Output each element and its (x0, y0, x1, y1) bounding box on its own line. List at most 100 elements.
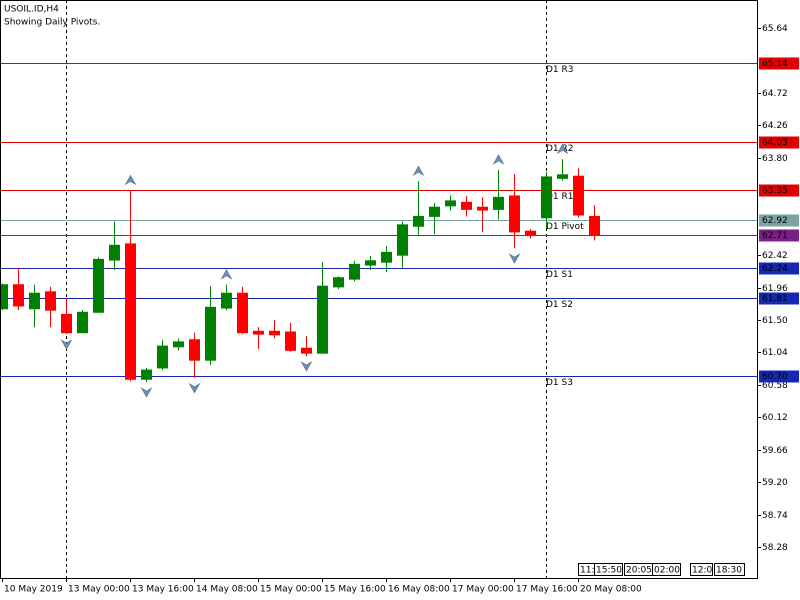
fractal-down (140, 387, 153, 398)
y-tick-label: 61.04 (762, 348, 788, 358)
candle-body (541, 176, 552, 219)
pivot-tag (759, 214, 799, 227)
fractal-down (508, 253, 521, 264)
candle-body (333, 277, 344, 288)
x-tick-label: 13 May 00:00 (68, 585, 130, 595)
candle-body (173, 341, 184, 348)
pivot-name: D1 R1 (546, 192, 574, 202)
fractal-up (220, 269, 233, 280)
time-box-label: 11: (580, 566, 594, 576)
time-box-label: 18:30 (716, 566, 742, 576)
candle-body (445, 200, 456, 207)
indicator-note: Showing Daily Pivots. (4, 18, 100, 28)
pivot-tag (759, 57, 799, 70)
symbol-title: USOIL.ID,H4 (4, 5, 59, 15)
pivot-name: D1 S1 (546, 270, 573, 280)
y-tick-label: 64.26 (762, 121, 788, 131)
time-box-label: 12:0 (692, 566, 712, 576)
pivot-name: D1 Pivot (546, 222, 584, 232)
candle-body (45, 291, 56, 311)
candle-body (125, 243, 136, 380)
y-tick-label: 61.50 (762, 316, 788, 326)
time-box (714, 563, 745, 576)
candles (0, 143, 600, 398)
fractal-up (492, 154, 505, 165)
x-tick-label: 17 May 00:00 (452, 585, 514, 595)
candle-body (589, 215, 600, 236)
pivot-tag (759, 292, 799, 305)
candle-body (301, 347, 312, 354)
candle-body (269, 330, 280, 336)
candle-body (29, 292, 40, 310)
pivot-name: D1 S2 (546, 300, 573, 310)
pivot-tag (759, 184, 799, 197)
plot-frame (0, 0, 758, 579)
fractal-down (60, 339, 73, 350)
time-box (690, 563, 713, 576)
candle-body (61, 313, 72, 334)
pivot-tag (759, 370, 799, 383)
y-tick-label: 61.96 (762, 284, 788, 294)
candle-body (93, 258, 104, 313)
candle-body (253, 330, 264, 335)
candle-body (237, 292, 248, 334)
candle-body (189, 339, 200, 361)
y-tick-label: 59.20 (762, 478, 788, 488)
fractal-up (556, 143, 569, 155)
current-price-tag-label: 62.71 (762, 231, 788, 241)
fractal-down (188, 382, 201, 394)
fractal-up (412, 165, 425, 176)
current-price-tag (759, 229, 799, 242)
candle-body (285, 331, 296, 351)
time-box-label: 15:50 (596, 566, 622, 576)
candle-body (413, 215, 424, 227)
y-tick-label: 60.58 (762, 381, 788, 391)
y-tick-label: 62.42 (762, 251, 788, 261)
candle-body (221, 292, 232, 309)
time-box (594, 563, 623, 576)
candle-body (13, 284, 24, 307)
pivot-tag-label: 61.81 (762, 294, 788, 304)
candle-body (557, 174, 568, 179)
pivot-tag-label: 65.14 (762, 59, 788, 69)
candle-body (429, 206, 440, 217)
candle-body (477, 206, 488, 211)
x-tick-label: 17 May 16:00 (516, 585, 578, 595)
x-tick-label: 20 May 08:00 (580, 585, 642, 595)
y-tick-label: 63.80 (762, 154, 788, 164)
pivot-name: D1 R3 (546, 65, 574, 75)
x-tick-label: 14 May 08:00 (196, 585, 258, 595)
pivot-tag-label: 60.70 (762, 372, 788, 382)
candle-body (509, 195, 520, 233)
candle-body (525, 230, 536, 236)
candle-body (109, 244, 120, 261)
candle-body (573, 175, 584, 216)
candle-body (157, 345, 168, 369)
candle-body (205, 306, 216, 361)
pivot-tag (759, 262, 799, 275)
x-tick-label: 13 May 16:00 (132, 585, 194, 595)
candle-body (381, 251, 392, 263)
candle-body (397, 224, 408, 256)
candle-body (317, 285, 328, 354)
x-tick-label: 15 May 16:00 (324, 585, 386, 595)
x-tick-label: 10 May 2019 (4, 585, 63, 595)
time-box-label: 20:05 (626, 566, 652, 576)
y-tick-label: 60.12 (762, 413, 788, 423)
pivot-tag-label: 64.03 (762, 138, 788, 148)
y-tick-label: 58.28 (762, 543, 788, 553)
candle-body (365, 260, 376, 266)
candle-body (0, 284, 8, 310)
y-tick-label: 58.74 (762, 511, 788, 521)
x-tick-label: 16 May 08:00 (388, 585, 450, 595)
y-tick-label: 65.64 (762, 24, 788, 34)
axes: 65.64 64.72 64.26 63.80 62.42 61.96 61.50 61.04… (2, 24, 799, 595)
time-box-label: 02:00 (654, 566, 680, 576)
y-tick-label: 64.72 (762, 89, 788, 99)
fractal-up (124, 174, 137, 186)
pivot-tag-label: 62.92 (762, 216, 788, 226)
x-tick-label: 15 May 00:00 (260, 585, 322, 595)
